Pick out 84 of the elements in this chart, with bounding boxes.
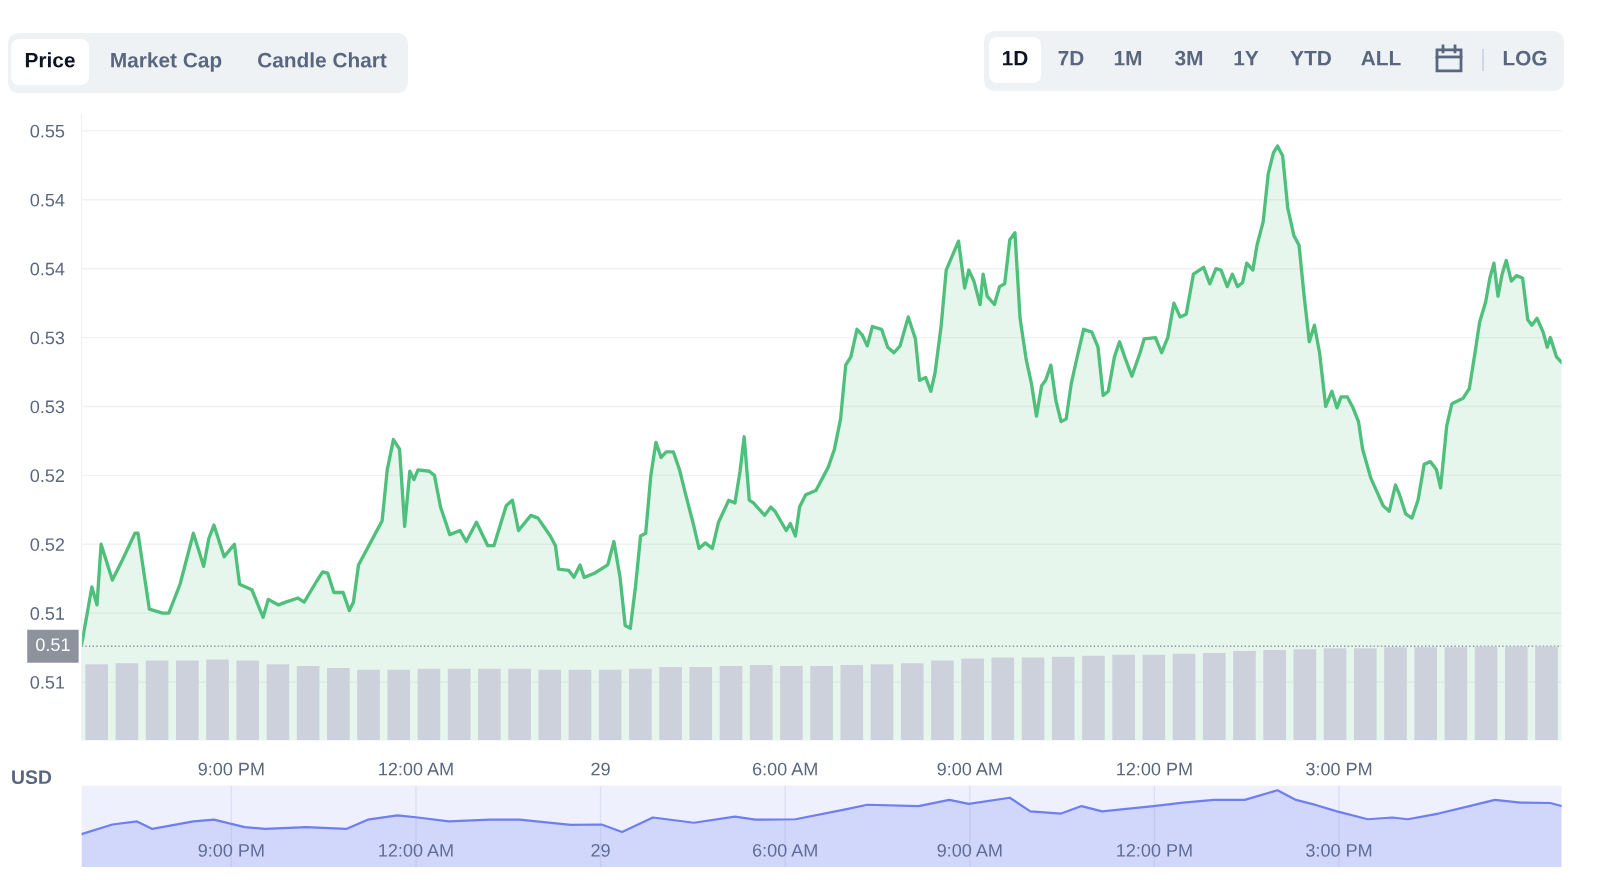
bar <box>1293 649 1317 740</box>
bar <box>1172 653 1196 740</box>
bar <box>1384 647 1407 740</box>
text: YTD <box>1290 51 1331 66</box>
bar <box>1233 651 1256 740</box>
bar <box>1202 652 1226 740</box>
bar <box>1263 650 1286 740</box>
bar <box>1414 647 1438 740</box>
bar <box>568 669 592 740</box>
x-tick-label: 6:00 AM <box>752 843 817 857</box>
bar <box>1444 647 1468 740</box>
bar <box>357 669 380 740</box>
text: LOG <box>1503 50 1547 66</box>
bar <box>780 666 803 740</box>
bar <box>1535 646 1558 740</box>
bar <box>266 664 290 740</box>
y-tick-label: 0.54 <box>30 262 65 276</box>
bar <box>870 664 894 740</box>
text: 7D <box>1058 51 1084 66</box>
bar <box>478 668 501 740</box>
x-tick-label: 12:00 AM <box>379 843 453 857</box>
text: 1M <box>1114 51 1142 66</box>
text: Market Cap <box>111 52 222 72</box>
bar <box>508 668 531 740</box>
bar <box>447 668 471 740</box>
bar <box>85 664 109 740</box>
x-tick-label: 29 <box>591 843 610 857</box>
x-tick-label: 3:00 PM <box>1306 843 1372 857</box>
bar <box>840 665 864 740</box>
x-tick-label: 29 <box>591 762 610 776</box>
x-tick-label: 9:00 PM <box>198 762 264 776</box>
x-tick-label: 6:00 AM <box>752 762 817 776</box>
bar <box>719 666 743 740</box>
bar <box>1112 654 1135 740</box>
bar <box>1474 646 1498 740</box>
bar <box>659 666 682 740</box>
bar <box>810 666 833 740</box>
x-tick-label: 3:00 PM <box>1306 762 1372 776</box>
bar <box>749 665 773 740</box>
bar <box>1082 655 1105 740</box>
bar <box>961 658 984 740</box>
y-axis-title: USD <box>12 770 52 785</box>
x-tick-label: 9:00 AM <box>937 762 1002 776</box>
y-tick-label: 0.51 <box>30 676 65 689</box>
x-tick-label: 12:00 AM <box>379 762 453 776</box>
x-tick-label: 9:00 PM <box>198 843 264 857</box>
x-tick-label: 9:00 AM <box>937 843 1002 857</box>
bar <box>900 663 924 740</box>
text: 3M <box>1175 50 1203 66</box>
bar <box>327 667 350 740</box>
y-tick-label: 0.52 <box>30 538 65 551</box>
text: Price <box>25 52 75 68</box>
bar <box>1051 656 1075 740</box>
bar <box>145 660 169 740</box>
text: ALL <box>1361 51 1401 66</box>
y-tick-label: 0.55 <box>30 124 65 138</box>
bar <box>1323 648 1347 740</box>
bar <box>115 663 139 740</box>
bar <box>1142 654 1166 740</box>
bar <box>296 666 320 740</box>
bar <box>931 660 954 740</box>
bar <box>417 668 441 740</box>
y-tick-label: 0.53 <box>30 331 65 345</box>
y-tick-label: 0.53 <box>30 400 65 414</box>
bar <box>689 666 713 740</box>
text: Candle Chart <box>258 52 387 68</box>
bar <box>1021 657 1045 740</box>
text: 1D <box>1003 51 1028 66</box>
y-tick-label: 0.52 <box>30 469 65 483</box>
x-tick-label: 12:00 PM <box>1117 762 1192 776</box>
bar <box>236 660 260 740</box>
x-tick-label: 12:00 PM <box>1117 843 1192 857</box>
text: 1Y <box>1234 51 1259 66</box>
bar <box>629 668 652 740</box>
bar <box>387 669 411 740</box>
bar <box>175 660 199 740</box>
bar <box>991 657 1015 740</box>
bar <box>1504 646 1528 740</box>
bar <box>538 669 562 740</box>
bar <box>598 669 622 740</box>
bar <box>1353 648 1377 740</box>
bar <box>206 659 229 740</box>
y-tick-label: 0.54 <box>30 193 65 207</box>
y-tick-label: 0.51 <box>30 607 65 620</box>
